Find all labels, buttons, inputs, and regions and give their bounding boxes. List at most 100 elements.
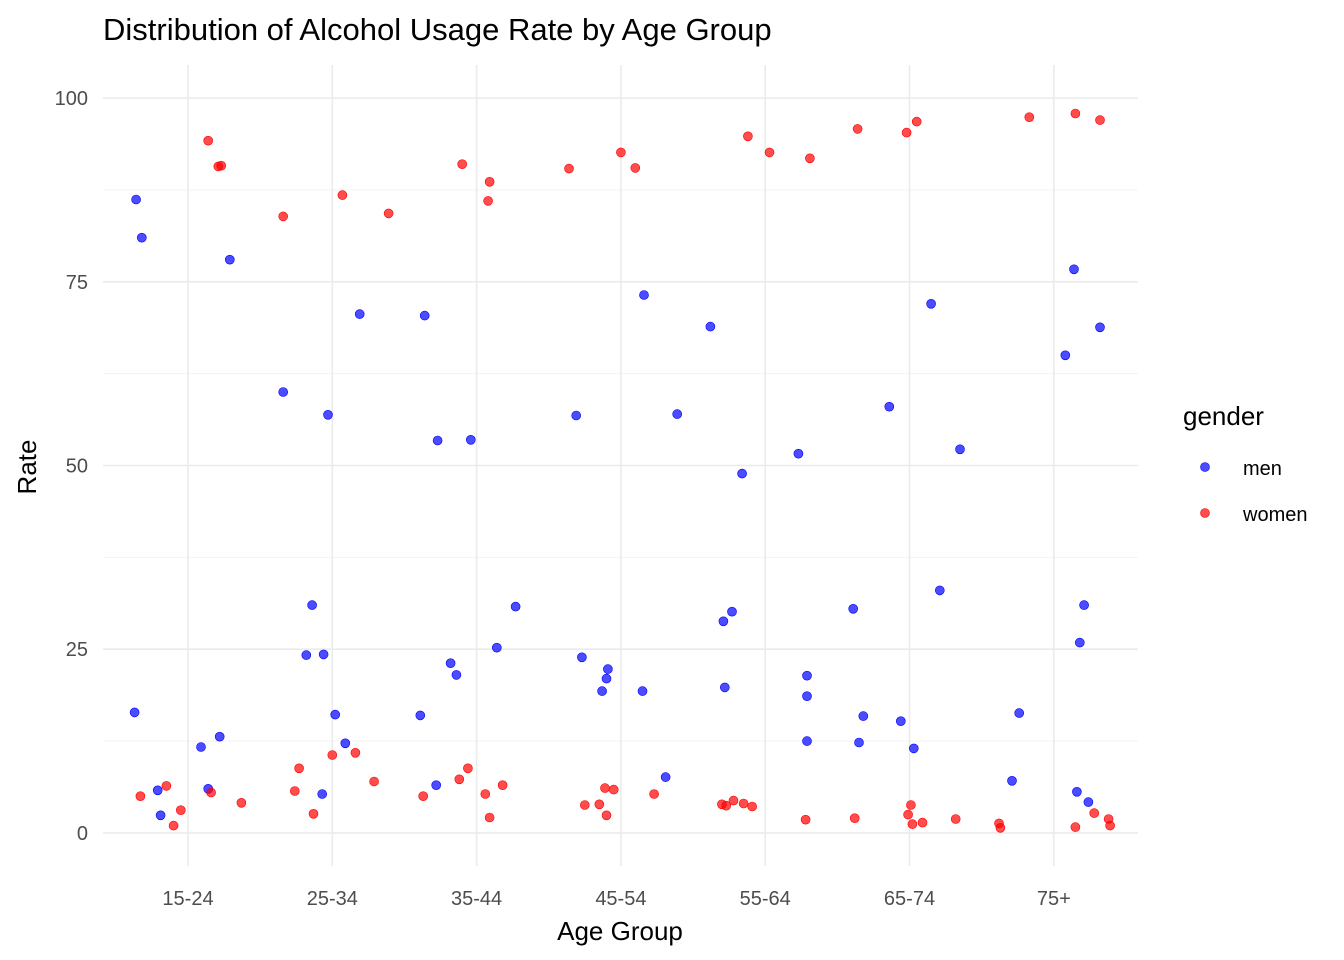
data-point-women: [337, 190, 348, 200]
data-point-women: [800, 814, 811, 825]
data-point-women: [903, 809, 913, 820]
data-point-men: [926, 298, 936, 309]
data-point-women: [649, 789, 659, 799]
data-point-women: [805, 153, 815, 164]
data-point-men: [802, 736, 812, 746]
data-point-men: [354, 309, 365, 319]
data-point-men: [129, 707, 140, 718]
data-point-men: [718, 616, 729, 627]
data-point-women: [906, 800, 916, 810]
data-point-women: [852, 124, 863, 134]
data-point-men: [340, 738, 351, 749]
legend-label-women: women: [1242, 504, 1307, 526]
data-point-women: [601, 810, 612, 821]
data-point-women: [594, 799, 605, 810]
data-point-men: [737, 468, 747, 479]
data-point-men: [1095, 322, 1105, 333]
data-point-women: [738, 798, 749, 809]
data-point-women: [206, 787, 216, 798]
data-point-men: [451, 670, 462, 680]
data-point-women: [743, 131, 753, 142]
data-point-men: [465, 434, 476, 445]
data-point-women: [278, 211, 289, 222]
data-point-men: [137, 232, 147, 243]
data-point-men: [571, 410, 582, 421]
data-point-men: [802, 691, 812, 702]
data-point-women: [849, 813, 860, 824]
data-point-men: [1075, 637, 1085, 648]
data-point-women: [907, 819, 918, 829]
data-point-women: [747, 801, 758, 812]
gridlines: [103, 65, 1138, 866]
data-point-women: [616, 147, 626, 158]
chart-title: Distribution of Alcohol Usage Rate by Ag…: [103, 12, 772, 47]
data-point-women: [308, 808, 319, 819]
data-point-women: [600, 783, 610, 793]
x-tick-label: 75+: [1037, 888, 1071, 910]
data-point-men: [307, 600, 317, 610]
y-tick-label: 75: [66, 272, 88, 294]
data-point-women: [289, 786, 300, 796]
data-point-women: [497, 780, 508, 791]
data-point-men: [934, 585, 945, 596]
data-point-women: [564, 163, 574, 174]
x-axis-title: Age Group: [557, 916, 683, 946]
y-tick-label: 50: [66, 456, 88, 478]
data-point-men: [301, 650, 312, 660]
data-point-women: [216, 160, 226, 171]
data-point-women: [161, 781, 172, 791]
data-point-men: [597, 686, 607, 696]
x-tick-label: 15-24: [162, 888, 213, 910]
data-point-men: [727, 606, 737, 617]
data-point-men: [155, 810, 166, 821]
data-point-women: [236, 797, 247, 808]
data-point-women: [350, 747, 361, 758]
x-tick-label: 55-64: [740, 888, 791, 910]
data-point-women: [463, 763, 473, 774]
legend-label-men: men: [1243, 458, 1282, 480]
y-tick-label: 25: [66, 639, 88, 661]
data-point-men: [445, 658, 456, 669]
data-point-women: [901, 127, 912, 138]
data-point-women: [176, 805, 186, 816]
data-point-men: [491, 642, 502, 653]
data-point-women: [418, 791, 429, 802]
data-point-men: [1007, 775, 1017, 786]
data-point-men: [323, 409, 333, 420]
data-point-men: [601, 673, 612, 684]
y-tick-label: 100: [55, 88, 88, 110]
data-point-men: [152, 785, 163, 796]
data-point-men: [660, 772, 671, 782]
data-point-men: [318, 649, 329, 660]
data-point-men: [705, 321, 716, 332]
data-point-men: [672, 409, 683, 419]
data-point-men: [415, 710, 426, 721]
y-tick-label: 0: [77, 823, 88, 845]
data-point-men: [719, 682, 730, 693]
y-axis-title: Rate: [12, 440, 42, 495]
data-point-women: [1089, 808, 1099, 818]
data-point-men: [225, 254, 235, 265]
data-point-men: [908, 743, 919, 754]
data-point-women: [369, 776, 379, 787]
data-point-women: [294, 763, 304, 774]
data-point-men: [1079, 600, 1089, 610]
data-point-men: [431, 780, 442, 791]
legend: gender men women: [1183, 401, 1307, 526]
data-point-men: [884, 401, 895, 412]
data-point-women: [1105, 820, 1115, 831]
data-point-women: [135, 791, 146, 802]
data-point-women: [911, 116, 922, 127]
data-point-men: [330, 709, 341, 720]
data-point-women: [480, 789, 491, 799]
data-point-women: [454, 774, 465, 785]
legend-key-women: [1200, 508, 1210, 518]
data-point-women: [484, 812, 495, 823]
data-point-men: [793, 448, 804, 459]
data-point-men: [1069, 264, 1079, 275]
data-point-men: [131, 194, 141, 205]
data-point-men: [419, 310, 430, 321]
data-point-women: [917, 817, 928, 828]
data-point-men: [577, 652, 587, 663]
data-point-men: [854, 737, 864, 748]
